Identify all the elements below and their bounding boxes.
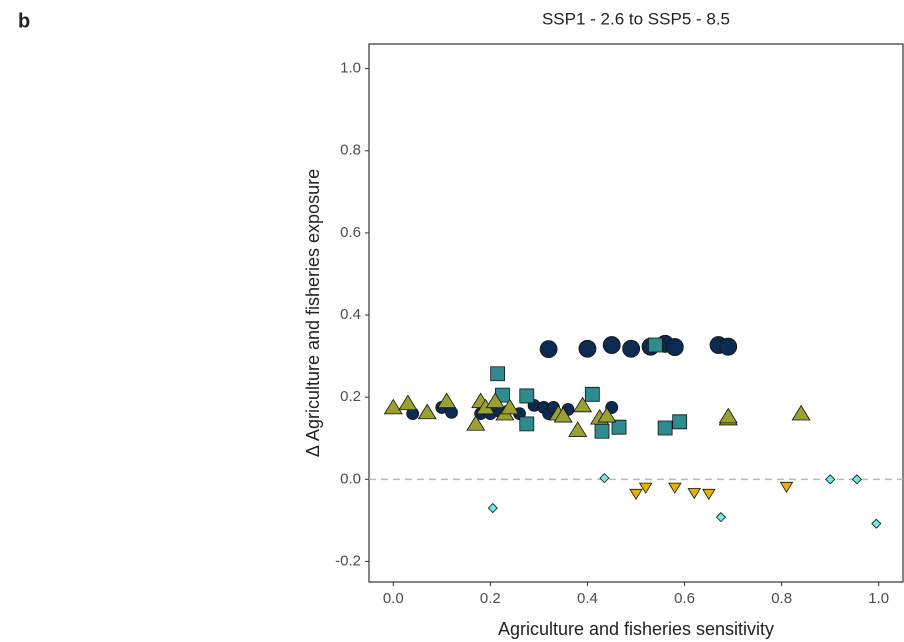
point <box>791 404 811 421</box>
y-tick-label: 1.0 <box>340 60 361 77</box>
point <box>383 398 403 415</box>
point <box>417 403 437 420</box>
point <box>500 398 520 415</box>
point <box>594 423 610 439</box>
point <box>718 407 738 424</box>
point <box>687 488 702 500</box>
y-tick-label: 0.2 <box>340 388 361 405</box>
point <box>485 392 505 409</box>
point <box>437 392 457 409</box>
point <box>851 474 862 485</box>
point <box>519 388 535 404</box>
point <box>668 482 682 494</box>
point <box>665 338 684 356</box>
point <box>568 421 588 437</box>
point <box>648 337 663 353</box>
point <box>487 503 498 514</box>
point <box>597 406 617 423</box>
point <box>602 336 621 354</box>
y-tick-label: 0.6 <box>340 224 361 241</box>
x-tick-label: 0.6 <box>674 590 695 607</box>
point <box>715 512 727 523</box>
x-axis-label: Agriculture and fisheries sensitivity <box>498 619 774 639</box>
y-tick-label: -0.2 <box>335 552 361 569</box>
point <box>622 339 641 358</box>
panel-label: b <box>18 10 30 32</box>
point <box>573 396 593 413</box>
point <box>490 366 506 382</box>
point <box>578 339 597 358</box>
x-tick-label: 0.8 <box>771 590 792 607</box>
point <box>779 481 794 493</box>
point <box>672 414 688 430</box>
point <box>629 488 643 500</box>
point <box>719 337 738 356</box>
point <box>584 386 600 402</box>
x-tick-label: 0.2 <box>480 590 501 607</box>
x-tick-label: 1.0 <box>868 590 889 607</box>
y-axis-label: Δ Agriculture and fisheries exposure <box>303 169 323 457</box>
point <box>611 419 627 435</box>
point <box>657 420 673 436</box>
y-tick-label: 0.8 <box>340 142 361 159</box>
point <box>871 518 882 529</box>
point <box>466 415 486 431</box>
point <box>638 482 653 494</box>
x-tick-label: 0.4 <box>577 590 598 607</box>
point <box>539 340 558 359</box>
point <box>553 406 573 423</box>
point <box>599 473 610 484</box>
point <box>519 416 535 432</box>
y-tick-label: 0.4 <box>340 306 361 323</box>
point <box>702 488 716 500</box>
chart-title: SSP1 - 2.6 to SSP5 - 8.5 <box>542 9 730 28</box>
plot-panel <box>368 43 904 583</box>
point <box>398 394 418 411</box>
y-tick-label: 0.0 <box>340 470 361 487</box>
point <box>445 405 458 419</box>
x-tick-label: 0.0 <box>383 590 404 607</box>
point <box>825 474 836 485</box>
